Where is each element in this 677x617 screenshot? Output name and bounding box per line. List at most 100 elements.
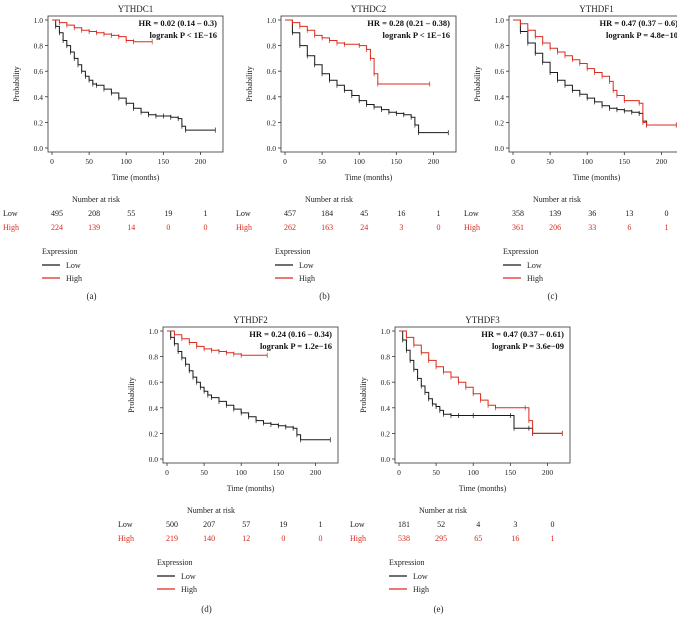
plot-frame [280,15,457,153]
y-tick-label: 0.8 [495,42,505,51]
x-tick-label: 0 [283,157,287,166]
risk-count-low: 57 [242,520,250,529]
chart-title: YTHDC1 [118,4,154,14]
risk-count-low: 208 [88,209,100,218]
logrank-p-label: logrank P < 1E−16 [149,30,217,40]
legend-label-low: Low [527,261,542,270]
legend-label-low: Low [66,261,81,270]
risk-count-low: 19 [164,209,172,218]
risk-count-high: 33 [588,223,596,232]
risk-row-label-high: High [350,534,366,543]
risk-count-low: 52 [437,520,445,529]
risk-count-low: 1 [203,209,207,218]
legend-title: Expression [42,247,78,256]
risk-count-high: 1 [550,534,554,543]
hazard-ratio-label: HR = 0.24 (0.16 – 0.34) [249,329,332,339]
risk-count-high: 3 [399,223,403,232]
panel-caption: (d) [201,604,212,614]
y-tick-label: 0.8 [381,353,391,362]
y-tick-label: 1.0 [495,16,505,25]
legend-label-low: Low [299,261,314,270]
x-axis-label: Time (months) [345,173,393,182]
y-tick-label: 0.6 [149,378,159,387]
risk-row-label-high: High [3,223,19,232]
y-axis-label: Probability [245,66,254,102]
legend-label-high: High [299,274,315,283]
logrank-p-label: logrank P = 1.2e−16 [260,341,332,351]
risk-count-high: 219 [166,534,178,543]
risk-count-low: 3 [513,520,517,529]
panel-ythdc2: YTHDC2 HR = 0.28 (0.21 – 0.38) logrank P <… [236,4,457,301]
plot-frame [394,326,571,464]
risk-row-label-high: High [236,223,252,232]
x-tick-label: 150 [619,157,631,166]
risk-count-high: 224 [51,223,63,232]
y-tick-label: 0.0 [381,455,391,464]
risk-count-low: 36 [588,209,596,218]
y-tick-label: 0.6 [34,67,44,76]
y-axis-label: Probability [12,66,21,102]
x-tick-label: 100 [354,157,366,166]
risk-count-low: 1 [436,209,440,218]
x-tick-label: 200 [428,157,440,166]
risk-count-high: 163 [321,223,333,232]
risk-count-low: 4 [476,520,480,529]
risk-table-header: Number at risk [419,506,467,515]
x-axis-label: Time (months) [112,173,160,182]
risk-count-high: 139 [88,223,100,232]
risk-row-label-high: High [464,223,480,232]
risk-row-label-low: Low [236,209,251,218]
risk-count-high: 140 [203,534,215,543]
y-axis-label: Probability [127,377,136,413]
y-tick-label: 1.0 [34,16,44,25]
y-axis-label: Probability [359,377,368,413]
risk-count-high: 538 [398,534,410,543]
risk-count-high: 0 [436,223,440,232]
x-tick-label: 100 [236,468,248,477]
x-tick-label: 200 [542,468,554,477]
risk-count-low: 500 [166,520,178,529]
hazard-ratio-label: HR = 0.28 (0.21 – 0.38) [367,18,450,28]
x-tick-label: 150 [505,468,517,477]
x-tick-label: 100 [121,157,133,166]
y-tick-label: 0.8 [34,42,44,51]
y-tick-label: 1.0 [267,16,277,25]
risk-count-low: 45 [360,209,368,218]
x-tick-label: 50 [432,468,440,477]
x-tick-label: 50 [85,157,93,166]
plot-frame [508,15,677,153]
chart-title: YTHDF2 [233,315,268,325]
risk-row-label-low: Low [3,209,18,218]
y-tick-label: 0.0 [149,455,159,464]
y-tick-label: 0.0 [495,144,505,153]
y-tick-label: 0.0 [267,144,277,153]
risk-row-label-low: Low [118,520,133,529]
panel-caption: (c) [548,291,558,301]
risk-row-label-low: Low [350,520,365,529]
y-tick-label: 0.6 [267,67,277,76]
x-tick-label: 150 [391,157,403,166]
y-axis-label: Probability [473,66,482,102]
legend-label-high: High [527,274,543,283]
risk-count-high: 1 [664,223,668,232]
risk-row-label-high: High [118,534,134,543]
hazard-ratio-label: HR = 0.47 (0.37 – 0.6) [599,18,677,28]
risk-count-high: 16 [511,534,519,543]
y-tick-label: 0.6 [495,67,505,76]
x-tick-label: 0 [511,157,515,166]
y-tick-label: 0.4 [267,93,277,102]
risk-count-high: 206 [549,223,561,232]
chart-title: YTHDC2 [351,4,387,14]
y-tick-label: 0.4 [495,93,505,102]
plot-frame [47,15,224,153]
curve-high [513,19,677,126]
legend-title: Expression [157,558,193,567]
legend-label-high: High [413,585,429,594]
y-tick-label: 0.4 [34,93,44,102]
legend-label-low: Low [413,572,428,581]
risk-count-low: 0 [664,209,668,218]
x-tick-label: 150 [158,157,170,166]
y-tick-label: 0.2 [149,429,159,438]
panel-caption: (a) [87,291,97,301]
panel-caption: (b) [319,291,330,301]
